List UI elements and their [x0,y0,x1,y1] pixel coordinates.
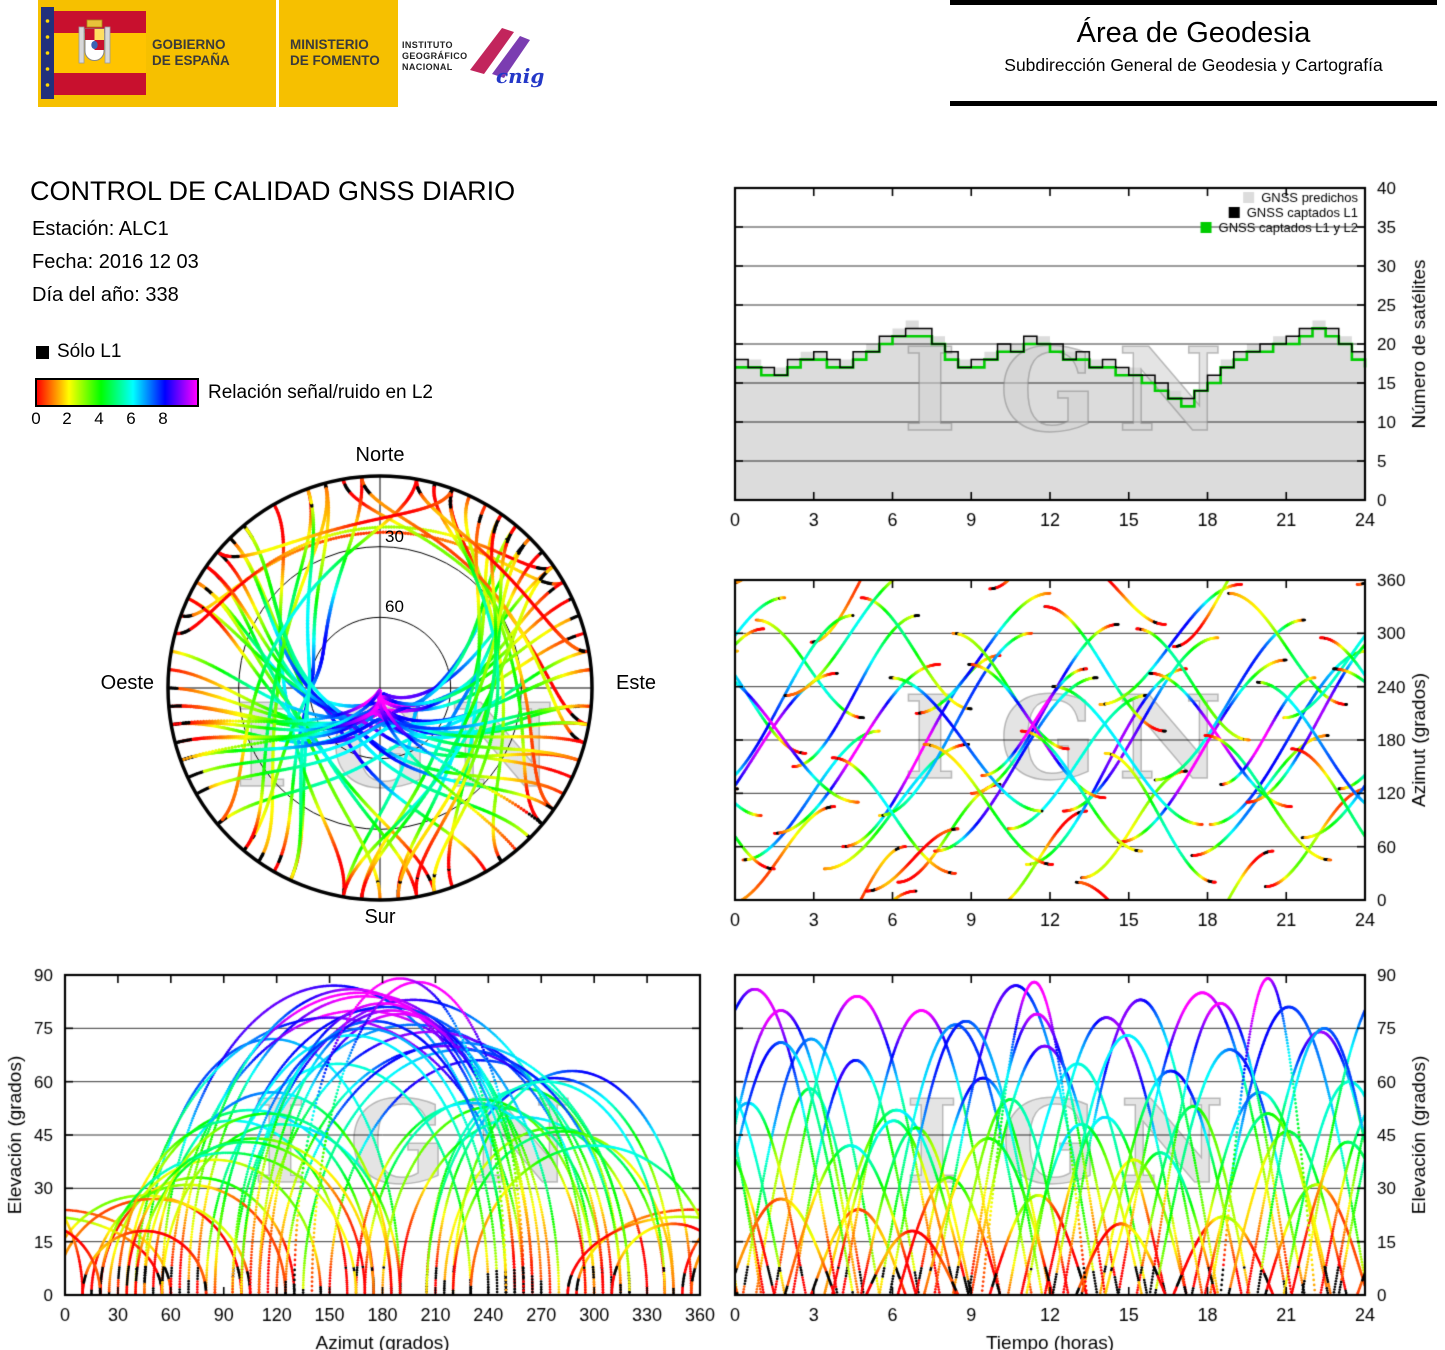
ign-logo-block [398,0,548,107]
skyplot-east-label: Este [616,672,657,694]
cnig-logo-icon: cnig [470,28,544,88]
date-line: Fecha: 2016 12 03 [32,251,199,273]
ministerio-line1: MINISTERIO [290,37,369,52]
ministerio-line2: DE FOMENTO [290,53,380,68]
solo-l1-legend: Sólo L1 [36,341,121,363]
gobierno-text: GOBIERNO DE ESPAÑA [152,37,230,69]
gobierno-line2: DE ESPAÑA [152,53,230,68]
skyplot-north-label: Norte [355,444,405,466]
instituto-line3: NACIONAL [402,62,453,72]
snr-colorbar [35,378,199,407]
gobierno-logo-block: GOBIERNO DE ESPAÑA MINISTERIO DE FOMENTO [38,0,398,107]
header-divider [276,0,279,107]
instituto-line1: INSTITUTO [402,40,453,50]
solo-l1-label: Sólo L1 [57,341,122,362]
snr-tick-0: 0 [31,409,41,428]
gobierno-line1: GOBIERNO [152,37,226,52]
instituto-line2: GEOGRÁFICO [402,51,468,61]
page-title: CONTROL DE CALIDAD GNSS DIARIO [30,176,516,206]
snr-tick-4: 4 [94,409,104,428]
doy-line: Día del año: 338 [32,284,179,306]
station-line: Estación: ALC1 [32,218,169,240]
skyplot-west-label: Oeste [100,672,154,694]
area-subtitle: Subdirección General de Geodesia y Carto… [1004,55,1383,75]
skyplot-south-label: Sur [364,906,396,928]
escudo-icon [78,19,111,64]
snr-tick-6: 6 [126,409,136,428]
instituto-text: INSTITUTO GEOGRÁFICO NACIONAL [402,40,468,73]
snr-tick-2: 2 [62,409,72,428]
cnig-text: cnig [496,64,544,88]
area-title: Área de Geodesia [1076,17,1311,49]
area-geodesia-header: Área de Geodesia Subdirección General de… [950,0,1437,106]
ministerio-text: MINISTERIO DE FOMENTO [290,37,380,69]
snr-tick-8: 8 [158,409,168,428]
snr-colorbar-label: Relación señal/ruido en L2 [208,382,433,403]
skyplot-ring-60-label: 60 [385,597,404,616]
spain-flag-icon [41,7,146,99]
skyplot-ring-30-label: 30 [385,527,404,546]
black-square-icon [36,345,49,359]
